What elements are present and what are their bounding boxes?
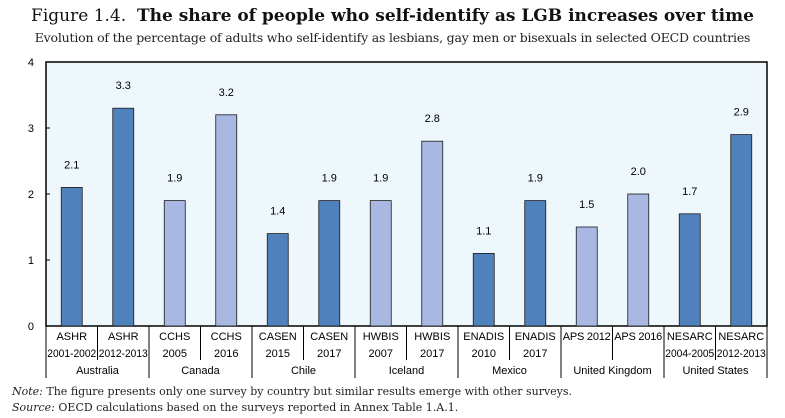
data-label: 1.4 xyxy=(270,206,285,218)
x-tick-label: ASHR xyxy=(108,331,139,343)
chart-subtitle: Evolution of the percentage of adults wh… xyxy=(34,30,751,45)
data-label: 1.9 xyxy=(373,173,388,185)
x-tick-label: HWBIS xyxy=(414,331,450,343)
x-tick-label: CASEN xyxy=(259,331,297,343)
x-tick-label: NESARC xyxy=(718,331,764,343)
x-tick-label-year: 2017 xyxy=(523,348,547,360)
group-label: Canada xyxy=(181,365,220,377)
data-label: 1.9 xyxy=(322,173,337,185)
bar xyxy=(678,213,701,327)
x-tick-label: ENADIS xyxy=(463,331,504,343)
group-label: Iceland xyxy=(389,365,424,377)
x-tick-label: ASHR xyxy=(56,331,87,343)
bar xyxy=(60,186,83,327)
x-tick-label: APS 2016 xyxy=(614,331,662,343)
figure-label: Figure 1.4. xyxy=(31,6,127,26)
source-text: OECD calculations based on the surveys r… xyxy=(58,401,459,414)
note: Note: The figure presents only one surve… xyxy=(12,385,572,398)
bar xyxy=(369,200,392,327)
y-tick-label: 2 xyxy=(28,189,34,201)
data-label: 3.2 xyxy=(219,87,234,99)
x-tick-label: NESARC xyxy=(667,331,713,343)
x-tick-label: CCHS xyxy=(159,331,190,343)
bar xyxy=(112,107,135,327)
bar xyxy=(575,226,598,327)
group-label: Mexico xyxy=(492,365,527,377)
x-tick-label-year: 2004-2005 xyxy=(665,348,714,360)
x-tick-label: CASEN xyxy=(310,331,348,343)
y-tick-label: 3 xyxy=(28,123,34,135)
note-text: The figure presents only one survey by c… xyxy=(46,385,573,398)
data-label: 1.9 xyxy=(167,173,182,185)
x-tick-label-year: 2012-2013 xyxy=(99,348,148,360)
x-tick-label-year: 2010 xyxy=(472,348,496,360)
data-label: 1.1 xyxy=(476,225,491,237)
data-label: 2.0 xyxy=(631,166,646,178)
x-tick-label: HWBIS xyxy=(363,331,399,343)
bar xyxy=(421,140,444,327)
bar xyxy=(266,233,289,327)
data-label: 2.1 xyxy=(64,159,79,171)
group-label: Chile xyxy=(291,365,316,377)
group-label: United States xyxy=(682,365,749,377)
bar xyxy=(163,200,186,327)
group-label: Australia xyxy=(76,365,120,377)
bar xyxy=(318,200,341,327)
bar xyxy=(730,134,753,327)
note-label: Note: xyxy=(12,385,43,398)
x-tick-label-year: 2012-2013 xyxy=(717,348,766,360)
source-label: Source: xyxy=(12,401,55,414)
data-label: 1.9 xyxy=(528,173,543,185)
x-tick-label: APS 2012 xyxy=(563,331,611,343)
bar xyxy=(627,193,650,327)
data-label: 1.7 xyxy=(682,186,697,198)
x-tick-label-year: 2016 xyxy=(214,348,238,360)
source: Source: OECD calculations based on the s… xyxy=(12,401,458,414)
bar xyxy=(472,252,495,327)
group-label: United Kingdom xyxy=(573,365,651,377)
figure-title: The share of people who self-identify as… xyxy=(136,6,754,26)
x-tick-label-year: 2005 xyxy=(163,348,187,360)
y-tick-label: 4 xyxy=(28,57,34,69)
x-tick-label-year: 2017 xyxy=(420,348,444,360)
plot-area xyxy=(45,61,768,327)
data-label: 3.3 xyxy=(116,80,131,92)
data-label: 1.5 xyxy=(579,199,594,211)
x-tick-label-year: 2017 xyxy=(317,348,341,360)
data-label: 2.9 xyxy=(734,107,749,119)
x-tick-label-year: 2015 xyxy=(266,348,290,360)
bar xyxy=(215,114,238,327)
y-tick-label: 0 xyxy=(28,321,34,333)
bar xyxy=(524,200,547,327)
x-tick-label: CCHS xyxy=(211,331,242,343)
data-label: 2.8 xyxy=(425,113,440,125)
x-tick-label-year: 2001-2002 xyxy=(47,348,96,360)
chart-title: Figure 1.4. The share of people who self… xyxy=(0,6,785,26)
x-tick-label: ENADIS xyxy=(515,331,556,343)
y-tick-label: 1 xyxy=(28,255,34,267)
x-tick-label-year: 2007 xyxy=(369,348,393,360)
